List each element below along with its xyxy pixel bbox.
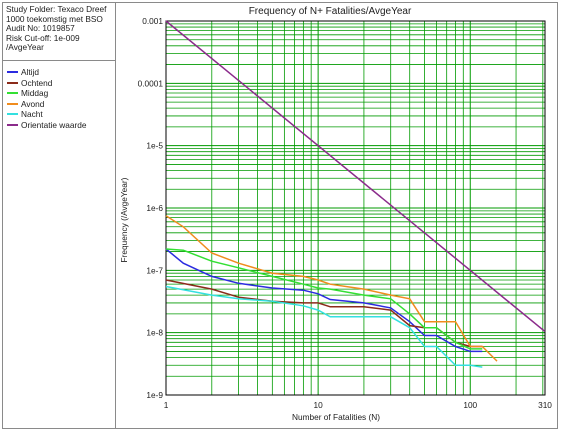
y-tick-label: 0.001	[142, 16, 163, 26]
plot-border	[165, 20, 546, 396]
legend-label: Ochtend	[21, 77, 53, 88]
series-line-altijd	[165, 248, 483, 353]
x-tick-label: 310	[538, 400, 552, 410]
chart-title: Frequency of N+ Fatalities/AvgeYear	[249, 6, 412, 17]
y-axis-label: Frequency (/AvgeYear)	[119, 177, 129, 262]
legend-swatch	[7, 123, 18, 126]
x-tick-label: 1	[164, 400, 169, 410]
legend-label: Middag	[21, 88, 49, 98]
study-info-box: Study Folder: Texaco Dreef 1000 toekomst…	[3, 3, 115, 61]
series-line-avond	[165, 215, 498, 362]
legend-swatch	[7, 81, 18, 84]
audit-number-text: Audit No: 1019857	[6, 23, 75, 34]
legend-swatch	[7, 113, 18, 115]
study-folder-text: Study Folder: Texaco Dreef	[6, 4, 107, 14]
series-line-orientatie-waarde	[165, 20, 546, 333]
study-description-text: 1000 toekomstig met BSO	[6, 13, 103, 24]
legend-swatch	[7, 102, 18, 105]
series-line-middag	[165, 248, 483, 350]
legend-label: Avond	[21, 98, 45, 109]
series-line-nacht	[165, 285, 483, 368]
y-tick-label: 1e-8	[146, 328, 163, 338]
legend-item-avond: Avond	[7, 99, 112, 110]
legend-item-orientatie-waarde: Orientatie waarde	[7, 120, 112, 131]
legend-label: Orientatie waarde	[21, 119, 87, 130]
legend-label: Altijd	[21, 67, 39, 77]
legend-swatch	[7, 92, 18, 94]
legend-label: Nacht	[21, 109, 43, 119]
left-panel: Study Folder: Texaco Dreef 1000 toekomst…	[3, 3, 116, 428]
legend-item-altijd: Altijd	[7, 67, 112, 78]
y-tick-label: 1e-9	[146, 390, 163, 400]
risk-cutoff-text: Risk Cut-off: 1e-009	[6, 32, 80, 43]
y-tick-label: 1e-7	[146, 265, 163, 275]
y-tick-label: 0.0001	[138, 78, 164, 88]
x-tick-label: 10	[314, 400, 324, 410]
risk-cutoff-unit-text: /AvgeYear	[6, 42, 44, 53]
legend-swatch	[7, 71, 18, 73]
y-tick-label: 1e-6	[146, 203, 163, 213]
x-axis-label: Number of Fatalities (N)	[292, 412, 380, 422]
x-tick-label: 100	[463, 400, 477, 410]
legend-item-middag: Middag	[7, 88, 112, 99]
legend-item-nacht: Nacht	[7, 109, 112, 120]
legend-item-ochtend: Ochtend	[7, 78, 112, 89]
chart-legend: Altijd Ochtend Middag Avond Nacht Orientatie …	[7, 67, 112, 130]
y-tick-label: 1e-5	[146, 141, 163, 151]
